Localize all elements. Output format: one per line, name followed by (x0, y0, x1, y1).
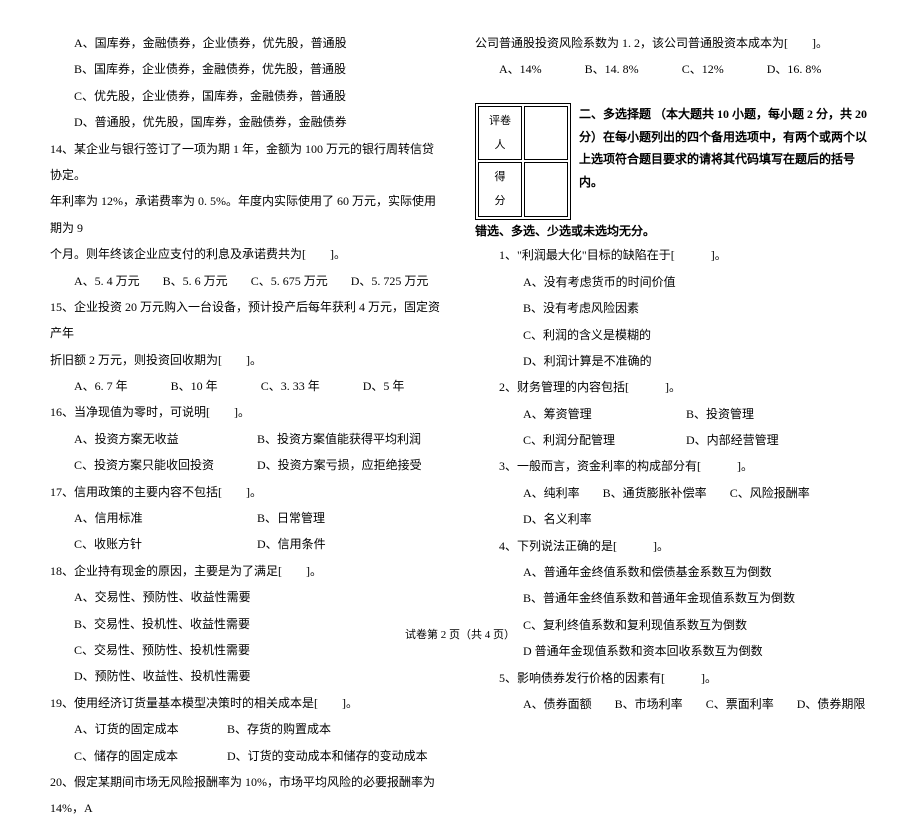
q15-line1: 15、企业投资 20 万元购入一台设备，预计投产后每年获利 4 万元，固定资产年 (50, 294, 445, 347)
q20-d: D、16. 8% (767, 56, 822, 82)
page-columns: A、国库券，金融债券，企业债券，优先股，普通股 B、国库券，企业债券，金融债券，… (50, 30, 870, 610)
mq4-d: D 普通年金现值系数和资本回收系数互为倒数 (475, 638, 870, 664)
q19-stem: 19、使用经济订货量基本模型决策时的相关成本是[ ]。 (50, 690, 445, 716)
q20-a: A、14% (499, 56, 542, 82)
q15-options: A、6. 7 年 B、10 年 C、3. 33 年 D、5 年 (50, 373, 445, 399)
scorebox-examiner-value (524, 106, 568, 160)
q13-option-b: B、国库券，企业债券，金融债券，优先股，普通股 (50, 56, 445, 82)
q20-c: C、12% (682, 56, 724, 82)
q14-line1: 14、某企业与银行签订了一项为期 1 年，金额为 100 万元的银行周转信贷协定… (50, 136, 445, 189)
q18-stem: 18、企业持有现金的原因，主要是为了满足[ ]。 (50, 558, 445, 584)
q18-a: A、交易性、预防性、收益性需要 (74, 584, 274, 610)
q14-line2: 年利率为 12%，承诺费率为 0. 5%。年度内实际使用了 60 万元，实际使用… (50, 188, 445, 241)
q15-d: D、5 年 (363, 373, 405, 399)
mq4-b: B、普通年金终值系数和普通年金现值系数互为倒数 (475, 585, 870, 611)
q19-d: D、订货的变动成本和储存的变动成本 (227, 743, 428, 769)
q19-c: C、储存的固定成本 (74, 743, 224, 769)
mq2-c: C、利润分配管理 (523, 427, 683, 453)
mq3-b: B、通货膨胀补偿率 (603, 480, 707, 506)
section2-header: 评卷人 得 分 二、多选择题 （本大题共 10 小题，每小题 2 分，共 20 … (475, 103, 870, 220)
q16-row1: A、投资方案无收益 B、投资方案值能获得平均利润 (50, 426, 445, 452)
q16-stem: 16、当净现值为零时，可说明[ ]。 (50, 399, 445, 425)
mq1-stem: 1、"利润最大化"目标的缺陷在于[ ]。 (475, 242, 870, 268)
q14-line3: 个月。则年终该企业应支付的利息及承诺费共为[ ]。 (50, 241, 445, 267)
mq3-a: A、纯利率 (523, 480, 580, 506)
mq2-row2: C、利润分配管理 D、内部经营管理 (475, 427, 870, 453)
q15-a: A、6. 7 年 (74, 373, 128, 399)
mq3-stem: 3、一般而言，资金利率的构成部分有[ ]。 (475, 453, 870, 479)
q17-stem: 17、信用政策的主要内容不包括[ ]。 (50, 479, 445, 505)
mq5-stem: 5、影响债券发行价格的因素有[ ]。 (475, 665, 870, 691)
q15-line2: 折旧额 2 万元，则投资回收期为[ ]。 (50, 347, 445, 373)
q16-b: B、投资方案值能获得平均利润 (257, 426, 421, 452)
q15-b: B、10 年 (171, 373, 218, 399)
mq2-row1: A、筹资管理 B、投资管理 (475, 401, 870, 427)
mq5-a: A、债券面额 (523, 691, 592, 717)
mq2-a: A、筹资管理 (523, 401, 683, 427)
q14-c: C、5. 675 万元 (251, 268, 328, 294)
q19-b: B、存货的购置成本 (227, 716, 331, 742)
scorebox-score-label: 得 分 (478, 162, 522, 216)
q13-option-c: C、优先股，企业债券，国库券，金融债券，普通股 (50, 83, 445, 109)
q14-options: A、5. 4 万元 B、5. 6 万元 C、5. 675 万元 D、5. 725… (50, 268, 445, 294)
scorebox-examiner-label: 评卷人 (478, 106, 522, 160)
scorebox-score-value (524, 162, 568, 216)
q20-b: B、14. 8% (585, 56, 639, 82)
q16-c: C、投资方案只能收回投资 (74, 452, 254, 478)
q16-row2: C、投资方案只能收回投资 D、投资方案亏损，应拒绝接受 (50, 452, 445, 478)
right-column: 公司普通股投资风险系数为 1. 2，该公司普通股资本成本为[ ]。 A、14% … (475, 30, 870, 610)
mq4-stem: 4、下列说法正确的是[ ]。 (475, 533, 870, 559)
q19-a: A、订货的固定成本 (74, 716, 224, 742)
left-column: A、国库券，金融债券，企业债券，优先股，普通股 B、国库券，企业债券，金融债券，… (50, 30, 445, 610)
mq2-stem: 2、财务管理的内容包括[ ]。 (475, 374, 870, 400)
mq1-c: C、利润的含义是模糊的 (475, 322, 870, 348)
q19-row1: A、订货的固定成本 B、存货的购置成本 (50, 716, 445, 742)
q15-c: C、3. 33 年 (261, 373, 320, 399)
q20-cont: 公司普通股投资风险系数为 1. 2，该公司普通股资本成本为[ ]。 (475, 30, 870, 56)
mq2-d: D、内部经营管理 (686, 427, 779, 453)
q14-a: A、5. 4 万元 (74, 268, 140, 294)
section2-l4: 错选、多选、少选或未选均无分。 (475, 220, 870, 243)
q17-c: C、收账方针 (74, 531, 254, 557)
q20-options: A、14% B、14. 8% C、12% D、16. 8% (475, 56, 870, 82)
mq2-b: B、投资管理 (686, 401, 754, 427)
mq1-d: D、利润计算是不准确的 (475, 348, 870, 374)
mq5-c: C、票面利率 (706, 691, 774, 717)
q14-b: B、5. 6 万元 (163, 268, 228, 294)
q17-row1: A、信用标准 B、日常管理 (50, 505, 445, 531)
mq3-c: C、风险报酬率 (730, 480, 810, 506)
mq4-a: A、普通年金终值系数和偿债基金系数互为倒数 (475, 559, 870, 585)
page-footer: 试卷第 2 页（共 4 页） (0, 626, 920, 642)
q18-d: D、预防性、收益性、投机性需要 (74, 663, 251, 689)
score-box: 评卷人 得 分 (475, 103, 571, 220)
mq3-row: A、纯利率 B、通货膨胀补偿率 C、风险报酬率 D、名义利率 (475, 480, 870, 533)
mq5-d: D、债券期限 (797, 691, 866, 717)
q16-d: D、投资方案亏损，应拒绝接受 (257, 452, 422, 478)
mq5-b: B、市场利率 (615, 691, 683, 717)
q20-stem: 20、假定某期间市场无风险报酬率为 10%，市场平均风险的必要报酬率为 14%，… (50, 769, 445, 822)
q17-row2: C、收账方针 D、信用条件 (50, 531, 445, 557)
mq5-row: A、债券面额 B、市场利率 C、票面利率 D、债券期限 (475, 691, 870, 717)
q13-option-d: D、普通股，优先股，国库券，金融债券，金融债券 (50, 109, 445, 135)
mq1-b: B、没有考虑风险因素 (475, 295, 870, 321)
q14-d: D、5. 725 万元 (351, 268, 429, 294)
q17-b: B、日常管理 (257, 505, 325, 531)
q17-a: A、信用标准 (74, 505, 254, 531)
mq3-d: D、名义利率 (523, 506, 592, 532)
q13-option-a: A、国库券，金融债券，企业债券，优先股，普通股 (50, 30, 445, 56)
q19-row2: C、储存的固定成本 D、订货的变动成本和储存的变动成本 (50, 743, 445, 769)
q16-a: A、投资方案无收益 (74, 426, 254, 452)
mq1-a: A、没有考虑货币的时间价值 (475, 269, 870, 295)
q17-d: D、信用条件 (257, 531, 326, 557)
q18-row2: C、交易性、预防性、投机性需要 D、预防性、收益性、投机性需要 (50, 637, 445, 690)
